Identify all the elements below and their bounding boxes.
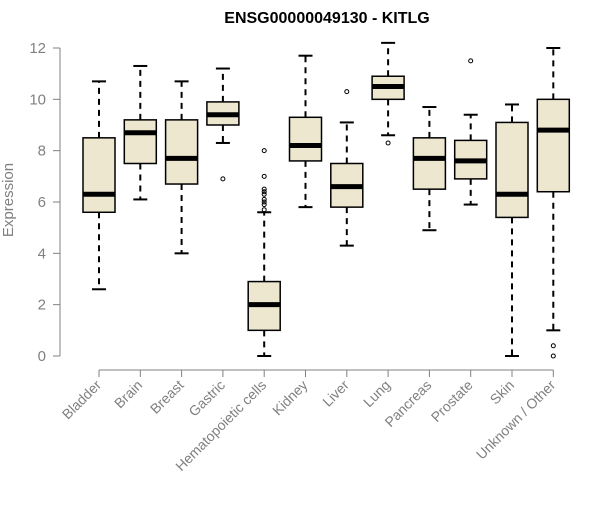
- box-lung: [371, 41, 405, 146]
- box-pancreas: [412, 106, 447, 232]
- y-tick-label: 6: [38, 194, 46, 211]
- box-skin: [495, 103, 529, 357]
- boxes: [82, 41, 571, 359]
- x-tick-label: Lung: [360, 377, 393, 410]
- x-tick-label: Breast: [147, 377, 187, 417]
- x-tick-label: Liver: [319, 377, 352, 410]
- y-tick-label: 4: [38, 245, 46, 262]
- outlier-point: [550, 353, 556, 359]
- box-bladder: [82, 80, 116, 291]
- box-liver: [330, 89, 364, 247]
- chart-title: ENSG00000049130 - KITLG: [224, 10, 429, 27]
- box-brain: [123, 64, 158, 201]
- y-tick-label: 8: [38, 143, 46, 160]
- outlier-point: [550, 343, 556, 349]
- iqr-box: [123, 119, 158, 165]
- outlier-point: [261, 148, 267, 154]
- x-tick-label: Skin: [487, 377, 518, 408]
- box-prostate: [453, 58, 488, 206]
- y-tick-label: 10: [29, 91, 46, 108]
- box-gastric: [206, 67, 240, 182]
- iqr-box: [495, 121, 529, 219]
- y-axis-label: Expression: [0, 163, 17, 237]
- x-tick-label: Kidney: [269, 377, 311, 419]
- outlier-point: [261, 207, 267, 213]
- iqr-box: [288, 116, 323, 162]
- box-kidney: [288, 54, 323, 209]
- outlier-point: [261, 196, 267, 202]
- box-unknown-other: [536, 46, 571, 359]
- outlier-point: [468, 58, 474, 64]
- outlier-point: [261, 173, 267, 179]
- y-tick-label: 0: [38, 348, 46, 365]
- outlier-point: [261, 202, 267, 208]
- y-tick-label: 12: [29, 40, 46, 57]
- outlier-point: [261, 191, 267, 197]
- outlier-point: [344, 89, 350, 95]
- x-tick-label: Prostate: [428, 377, 476, 425]
- x-tick-label: Bladder: [59, 377, 105, 423]
- iqr-box: [536, 98, 571, 193]
- y-tick-label: 2: [38, 297, 46, 314]
- iqr-box: [82, 137, 116, 214]
- outlier-point: [220, 176, 226, 182]
- outlier-point: [261, 186, 267, 192]
- outlier-point: [261, 189, 267, 195]
- x-tick-label: Brain: [111, 377, 145, 411]
- iqr-box: [164, 119, 199, 185]
- outlier-point: [261, 199, 267, 205]
- box-hematopoietic-cells: [247, 148, 281, 357]
- box-breast: [164, 80, 199, 255]
- iqr-box: [412, 137, 447, 190]
- outlier-point: [385, 140, 391, 146]
